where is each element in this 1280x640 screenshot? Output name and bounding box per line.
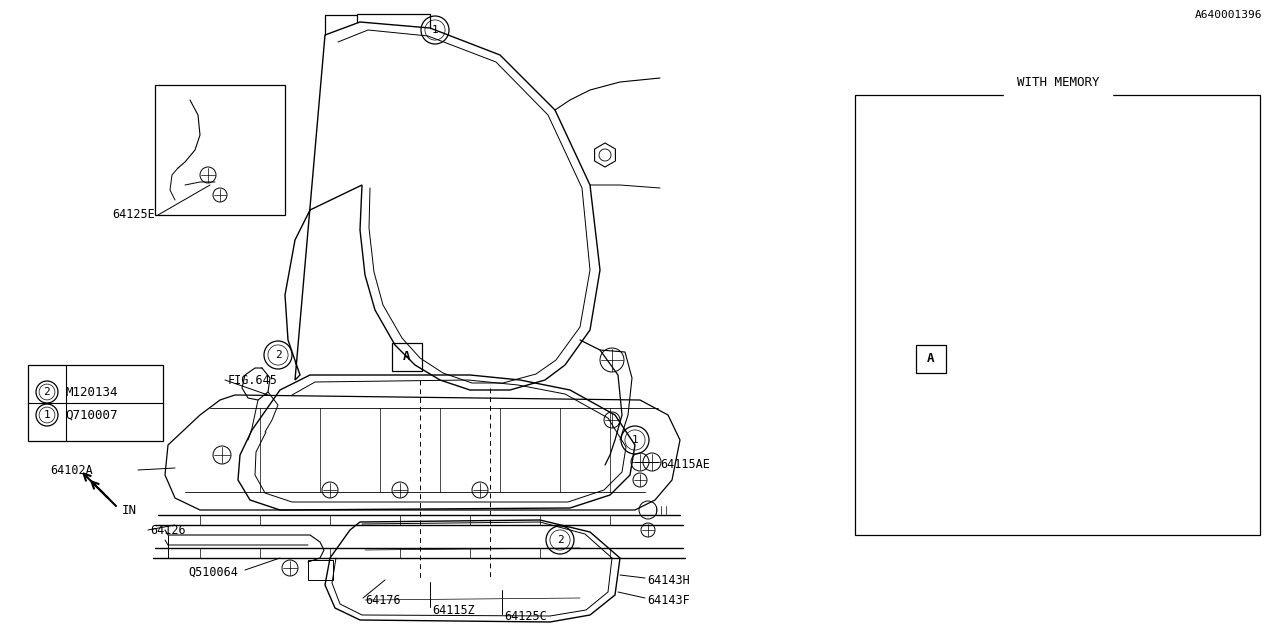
Bar — [1075, 478, 1103, 496]
Text: 2: 2 — [275, 350, 282, 360]
Text: 64143F: 64143F — [1094, 481, 1138, 495]
Text: 64115Z: 64115Z — [433, 604, 475, 616]
Text: 64125C: 64125C — [1060, 339, 1103, 351]
Text: A: A — [403, 351, 411, 364]
Text: Q510064: Q510064 — [881, 349, 929, 362]
Bar — [28, 365, 163, 441]
Text: A: A — [927, 353, 934, 365]
Bar — [916, 345, 946, 373]
Text: IN: IN — [122, 504, 137, 516]
Bar — [948, 398, 970, 416]
Text: 64143F: 64143F — [646, 593, 690, 607]
Text: 64125E: 64125E — [113, 209, 155, 221]
Polygon shape — [888, 222, 1009, 240]
Text: 64102A: 64102A — [50, 463, 92, 477]
Bar — [855, 95, 1260, 535]
Text: Q710007: Q710007 — [65, 408, 118, 422]
Text: 64115AE: 64115AE — [660, 458, 710, 472]
Text: 64126: 64126 — [150, 524, 186, 536]
Text: 64143H: 64143H — [1094, 454, 1138, 467]
Text: 64176D: 64176D — [931, 378, 973, 392]
Polygon shape — [989, 222, 1009, 285]
Text: Q510064: Q510064 — [188, 566, 238, 579]
Text: 1: 1 — [431, 25, 438, 35]
Text: FIG.645: FIG.645 — [228, 374, 278, 387]
Text: M120134: M120134 — [65, 385, 118, 399]
Text: A640001396: A640001396 — [1194, 10, 1262, 20]
Text: 2: 2 — [557, 535, 563, 545]
Text: 64122: 64122 — [892, 303, 928, 317]
Bar — [392, 343, 422, 371]
Text: 64143H: 64143H — [646, 573, 690, 586]
Bar — [155, 85, 285, 215]
Text: 64125C: 64125C — [504, 611, 547, 623]
Text: 64115Z: 64115Z — [870, 413, 913, 426]
Polygon shape — [888, 240, 989, 285]
Text: 1: 1 — [44, 410, 50, 420]
Bar — [308, 560, 333, 580]
Text: WITH MEMORY: WITH MEMORY — [1016, 76, 1100, 89]
Text: 2: 2 — [44, 387, 50, 397]
Text: 1: 1 — [631, 435, 639, 445]
Text: 64176: 64176 — [365, 593, 401, 607]
